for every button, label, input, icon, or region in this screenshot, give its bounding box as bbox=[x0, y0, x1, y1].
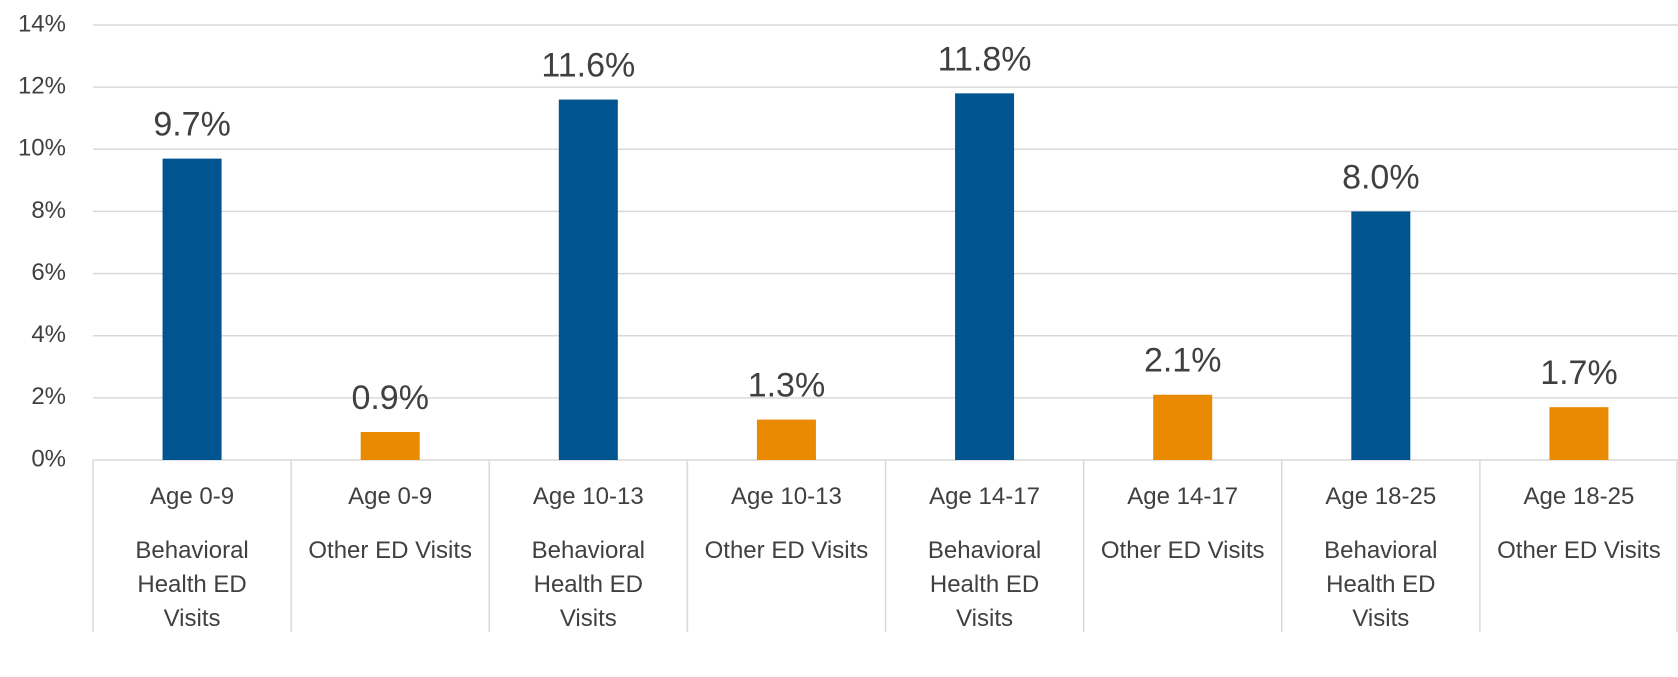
category-group: Behavioral Health ED Visits bbox=[531, 537, 646, 632]
bar bbox=[1153, 394, 1213, 460]
y-tick-label: 0% bbox=[31, 445, 66, 472]
bar bbox=[955, 93, 1015, 460]
category-group: Behavioral Health ED Visits bbox=[1324, 537, 1438, 632]
category-age: Age 0-9 bbox=[348, 483, 433, 510]
bar bbox=[1351, 211, 1411, 460]
category-label: Age 0-9 Other ED Visits bbox=[291, 460, 489, 632]
value-label: 11.6% bbox=[541, 47, 635, 85]
value-label: 1.3% bbox=[748, 367, 826, 405]
category-group: Behavioral Health ED Visits bbox=[927, 537, 1042, 632]
y-tick-label: 10% bbox=[18, 135, 66, 162]
category-label: Age 14-17 Behavioral Health ED Visits bbox=[886, 460, 1084, 632]
category-group: Other ED Visits bbox=[704, 537, 869, 564]
value-label: 8.0% bbox=[1342, 158, 1420, 196]
category-group: Other ED Visits bbox=[1100, 537, 1265, 564]
y-tick-label: 8% bbox=[31, 197, 66, 224]
category-label: Age 18-25 Behavioral Health ED Visits bbox=[1282, 460, 1480, 632]
bar bbox=[756, 419, 816, 460]
category-label: Age 10-13 Behavioral Health ED Visits bbox=[489, 460, 687, 632]
category-age: Age 10-13 bbox=[532, 483, 644, 510]
value-label: 11.8% bbox=[938, 40, 1032, 78]
category-age: Age 10-13 bbox=[731, 483, 842, 510]
y-tick-label: 4% bbox=[31, 321, 66, 348]
bar bbox=[360, 432, 420, 460]
y-tick-label: 14% bbox=[18, 10, 66, 37]
category-group: Other ED Visits bbox=[1497, 537, 1661, 564]
y-tick-label: 12% bbox=[18, 72, 66, 99]
category-group: Behavioral Health ED Visits bbox=[135, 537, 249, 632]
category-label: Age 14-17 Other ED Visits bbox=[1084, 460, 1282, 632]
category-label: Age 10-13 Other ED Visits bbox=[687, 460, 885, 632]
category-age: Age 18-25 bbox=[1523, 483, 1635, 510]
category-age: Age 18-25 bbox=[1325, 483, 1437, 510]
value-label: 1.7% bbox=[1540, 354, 1618, 392]
category-label: Age 0-9 Behavioral Health ED Visits bbox=[93, 460, 291, 632]
category-age: Age 14-17 bbox=[929, 483, 1040, 510]
category-age: Age 14-17 bbox=[1127, 483, 1239, 510]
y-tick-label: 2% bbox=[31, 383, 66, 410]
category-label: Age 18-25 Other ED Visits bbox=[1480, 460, 1678, 632]
value-label: 2.1% bbox=[1144, 342, 1222, 380]
bar bbox=[162, 158, 222, 460]
value-label: 9.7% bbox=[153, 106, 231, 144]
y-tick-label: 6% bbox=[31, 259, 66, 286]
category-age: Age 0-9 bbox=[150, 483, 235, 510]
category-group: Other ED Visits bbox=[308, 537, 472, 564]
bar bbox=[1549, 407, 1609, 460]
bar bbox=[558, 99, 618, 461]
value-label: 0.9% bbox=[351, 379, 429, 417]
